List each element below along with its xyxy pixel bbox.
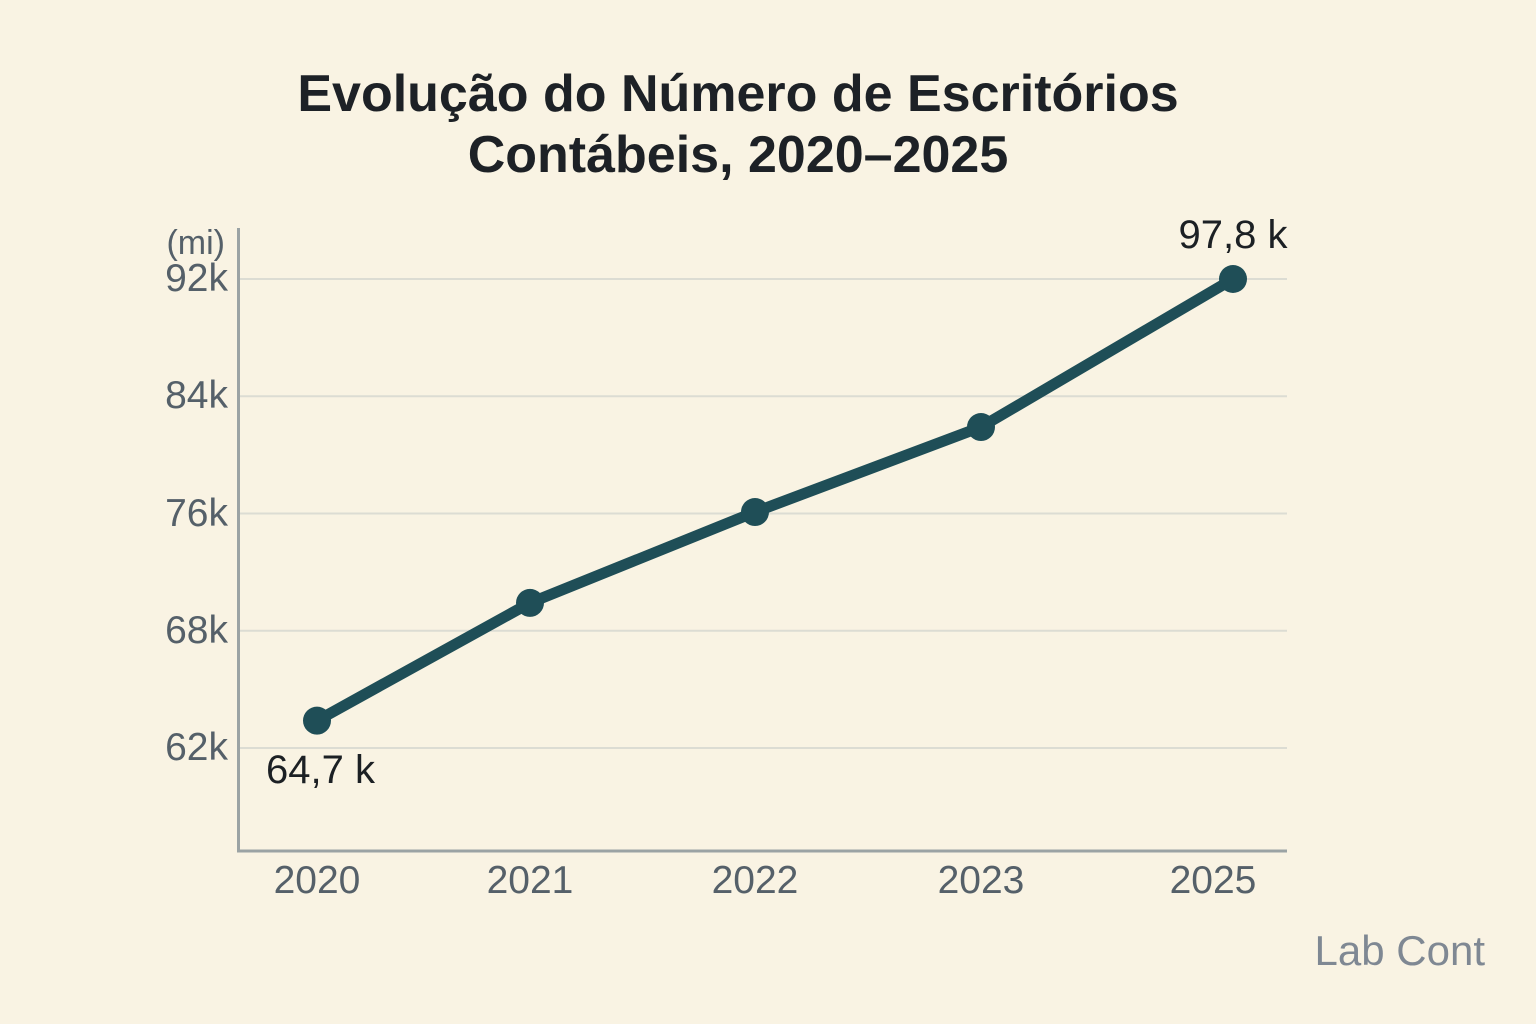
y-tick-92k: 92k: [165, 257, 228, 300]
data-point-marker: [303, 706, 331, 735]
data-point-marker: [967, 413, 995, 442]
data-label-last-point: 97,8 k: [1178, 213, 1288, 257]
y-tick-84k: 84k: [165, 374, 228, 417]
data-label-first-point: 64,7 k: [266, 748, 375, 792]
series-line: [311, 273, 1239, 727]
y-tick-76k: 76k: [165, 492, 228, 535]
x-tick-2020: 2020: [273, 859, 361, 902]
x-tick-2023: 2023: [937, 859, 1025, 902]
data-point-marker: [1219, 265, 1247, 293]
y-axis-unit-label: (mi): [166, 224, 225, 262]
y-tick-62k: 62k: [165, 726, 228, 769]
y-tick-68k: 68k: [165, 609, 228, 652]
watermark-lab-cont: Lab Cont: [1314, 927, 1485, 974]
data-point-marker: [741, 498, 769, 527]
x-tick-2025: 2025: [1169, 859, 1257, 902]
x-tick-2021: 2021: [486, 859, 574, 902]
data-point-marker: [516, 588, 544, 617]
chart-title: Evolução do Número de Escritórios Contáb…: [297, 65, 1179, 184]
x-tick-2022: 2022: [711, 859, 799, 902]
